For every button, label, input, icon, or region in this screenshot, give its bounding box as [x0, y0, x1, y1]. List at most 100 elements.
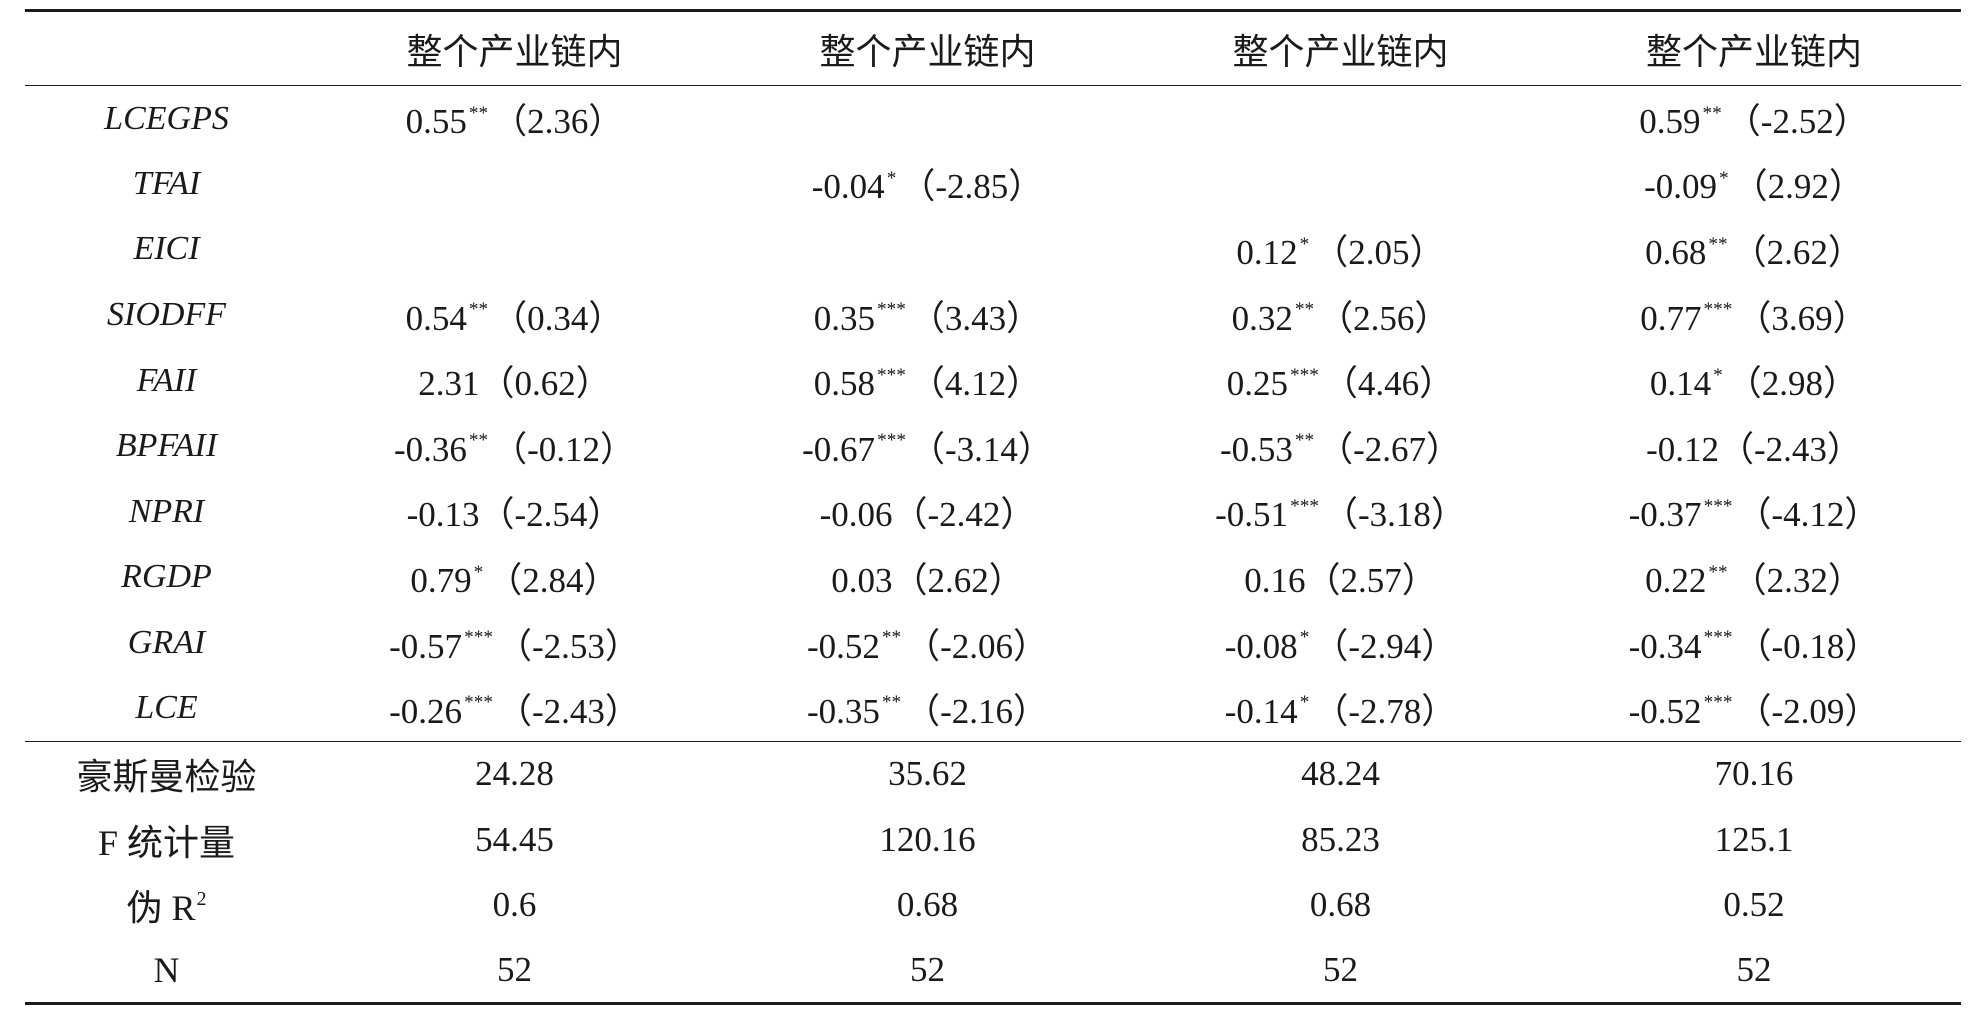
- significance-stars: ***: [877, 364, 906, 386]
- significance-stars: **: [881, 692, 902, 714]
- table-cell-empty: [308, 151, 721, 217]
- significance-stars: **: [1708, 233, 1728, 255]
- t-statistic: （-2.43）: [1719, 429, 1862, 469]
- table-cell-empty: [308, 217, 721, 283]
- t-statistic: （-2.53）: [496, 626, 640, 666]
- t-statistic: （-2.09）: [1736, 691, 1880, 731]
- coefficient: 0.32: [1231, 298, 1293, 338]
- significance-stars: **: [1702, 102, 1722, 124]
- t-statistic: （-2.94）: [1313, 626, 1457, 666]
- table-cell: -0.35 ** （-2.16）: [721, 675, 1134, 742]
- table-cell: 0.32 ** （2.56）: [1134, 282, 1547, 348]
- t-statistic: （2.57）: [1305, 560, 1437, 600]
- coefficient: 0.16: [1244, 560, 1306, 600]
- statistic-value: 52: [721, 937, 1134, 1005]
- significance-stars: ***: [1703, 627, 1733, 649]
- significance-stars: *: [1299, 233, 1310, 255]
- row-label: F 统计量: [97, 822, 236, 863]
- table-cell-empty: [721, 86, 1134, 152]
- statistics-row: F 统计量 54.45 120.16 85.23 125.1: [25, 807, 1961, 873]
- coefficient: 0.03: [831, 560, 893, 600]
- table-cell: -0.26 *** （-2.43）: [308, 675, 721, 742]
- significance-stars: ***: [1290, 364, 1319, 386]
- statistic-value: 35.62: [888, 754, 967, 794]
- coefficient: -0.09: [1644, 167, 1717, 207]
- significance-stars: ***: [1703, 299, 1733, 321]
- significance-stars: **: [1294, 430, 1315, 452]
- table-cell: -0.51 *** （-3.18）: [1134, 479, 1547, 545]
- coefficient: 0.14: [1649, 364, 1712, 404]
- t-statistic: （2.32）: [1731, 560, 1863, 600]
- row-label: GRAI: [127, 624, 206, 662]
- t-statistic: （2.84）: [487, 560, 619, 600]
- table-cell: 0.03（2.62）: [721, 545, 1134, 611]
- table-cell: 0.14 * （2.98）: [1547, 348, 1961, 414]
- t-statistic: （2.98）: [1726, 364, 1859, 404]
- row-label: 豪斯曼检验: [76, 757, 257, 798]
- column-header: 整个产业链内: [721, 9, 1134, 86]
- significance-stars: **: [468, 299, 489, 321]
- coefficient: -0.04: [811, 167, 885, 207]
- table-cell: 0.35 *** （3.43）: [721, 282, 1134, 348]
- significance-stars: ***: [877, 430, 906, 452]
- coefficient: 0.58: [813, 364, 876, 404]
- coefficient: 0.55: [405, 102, 467, 142]
- table-cell-empty: [721, 217, 1134, 283]
- table-cell: -0.37 *** （-4.12）: [1547, 479, 1961, 545]
- row-label: N: [25, 937, 308, 1005]
- t-statistic: （2.62）: [892, 560, 1024, 600]
- table-cell: -0.13（-2.54）: [308, 479, 721, 545]
- t-statistic: （2.92）: [1732, 167, 1864, 207]
- significance-stars: *: [1719, 167, 1729, 189]
- significance-stars: *: [1713, 364, 1723, 386]
- t-statistic: （-3.14）: [909, 429, 1053, 469]
- row-label: SIODFF: [107, 296, 226, 334]
- coefficient: 0.59: [1639, 102, 1701, 142]
- coefficient: -0.08: [1224, 626, 1298, 666]
- t-statistic: （2.56）: [1318, 298, 1450, 338]
- column-header: 整个产业链内: [308, 9, 721, 86]
- t-statistic: （-2.85）: [900, 167, 1044, 207]
- table-row: FAII 2.31（0.62） 0.58 *** （4.12） 0.25 *** （4.…: [25, 348, 1961, 414]
- table-cell: 0.54 ** （0.34）: [308, 282, 721, 348]
- t-statistic: （-0.12）: [492, 429, 636, 469]
- row-label: NPRI: [128, 492, 205, 530]
- coefficient: -0.52: [806, 626, 880, 666]
- significance-stars: *: [1299, 627, 1310, 649]
- label-superscript: 2: [196, 888, 207, 911]
- table-cell: 0.68 ** （2.62）: [1547, 217, 1961, 283]
- t-statistic: （-2.78）: [1313, 691, 1457, 731]
- t-statistic: （4.46）: [1322, 364, 1455, 404]
- statistic-value: 52: [1134, 937, 1547, 1005]
- statistic-value: 48.24: [1301, 754, 1380, 794]
- table-cell: -0.09 * （2.92）: [1547, 151, 1961, 217]
- statistic-value: 52: [308, 937, 721, 1005]
- table-row: EICI 0.12 * （2.05） 0.68 ** （2.62）: [25, 217, 1961, 283]
- table-cell: -0.04 * （-2.85）: [721, 151, 1134, 217]
- table-row: LCE -0.26 *** （-2.43） -0.35 ** （-2.16） -0.14…: [25, 675, 1961, 742]
- t-statistic: （-2.16）: [905, 691, 1049, 731]
- statistic-value: 0.68: [1309, 885, 1372, 925]
- t-statistic: （4.12）: [909, 364, 1042, 404]
- header-row: 整个产业链内 整个产业链内 整个产业链内 整个产业链内: [25, 9, 1961, 86]
- row-label: BPFAII: [115, 427, 218, 465]
- statistic-value: 125.1: [1714, 819, 1794, 859]
- row-label: LCEGPS: [104, 99, 229, 137]
- coefficient: -0.36: [393, 429, 467, 469]
- t-statistic: （-2.52）: [1725, 102, 1869, 142]
- t-statistic: （2.62）: [1731, 232, 1863, 272]
- coefficient: -0.57: [389, 626, 463, 666]
- significance-stars: **: [468, 102, 489, 124]
- table-row: TFAI -0.04 * （-2.85） -0.09 * （2.92）: [25, 151, 1961, 217]
- coefficient: -0.52: [1628, 691, 1702, 731]
- coefficient: 0.12: [1236, 232, 1298, 272]
- significance-stars: *: [886, 167, 897, 189]
- table-cell: 0.58 *** （4.12）: [721, 348, 1134, 414]
- column-header: 整个产业链内: [1134, 9, 1547, 86]
- coefficient: -0.13: [406, 495, 480, 535]
- coefficient: 0.79: [410, 560, 472, 600]
- regression-table: 整个产业链内 整个产业链内 整个产业链内 整个产业链内 LCEGPS 0.55 *…: [25, 9, 1961, 1005]
- table-cell: 2.31（0.62）: [308, 348, 721, 414]
- t-statistic: （3.43）: [909, 298, 1042, 338]
- t-statistic: （-2.67）: [1318, 429, 1462, 469]
